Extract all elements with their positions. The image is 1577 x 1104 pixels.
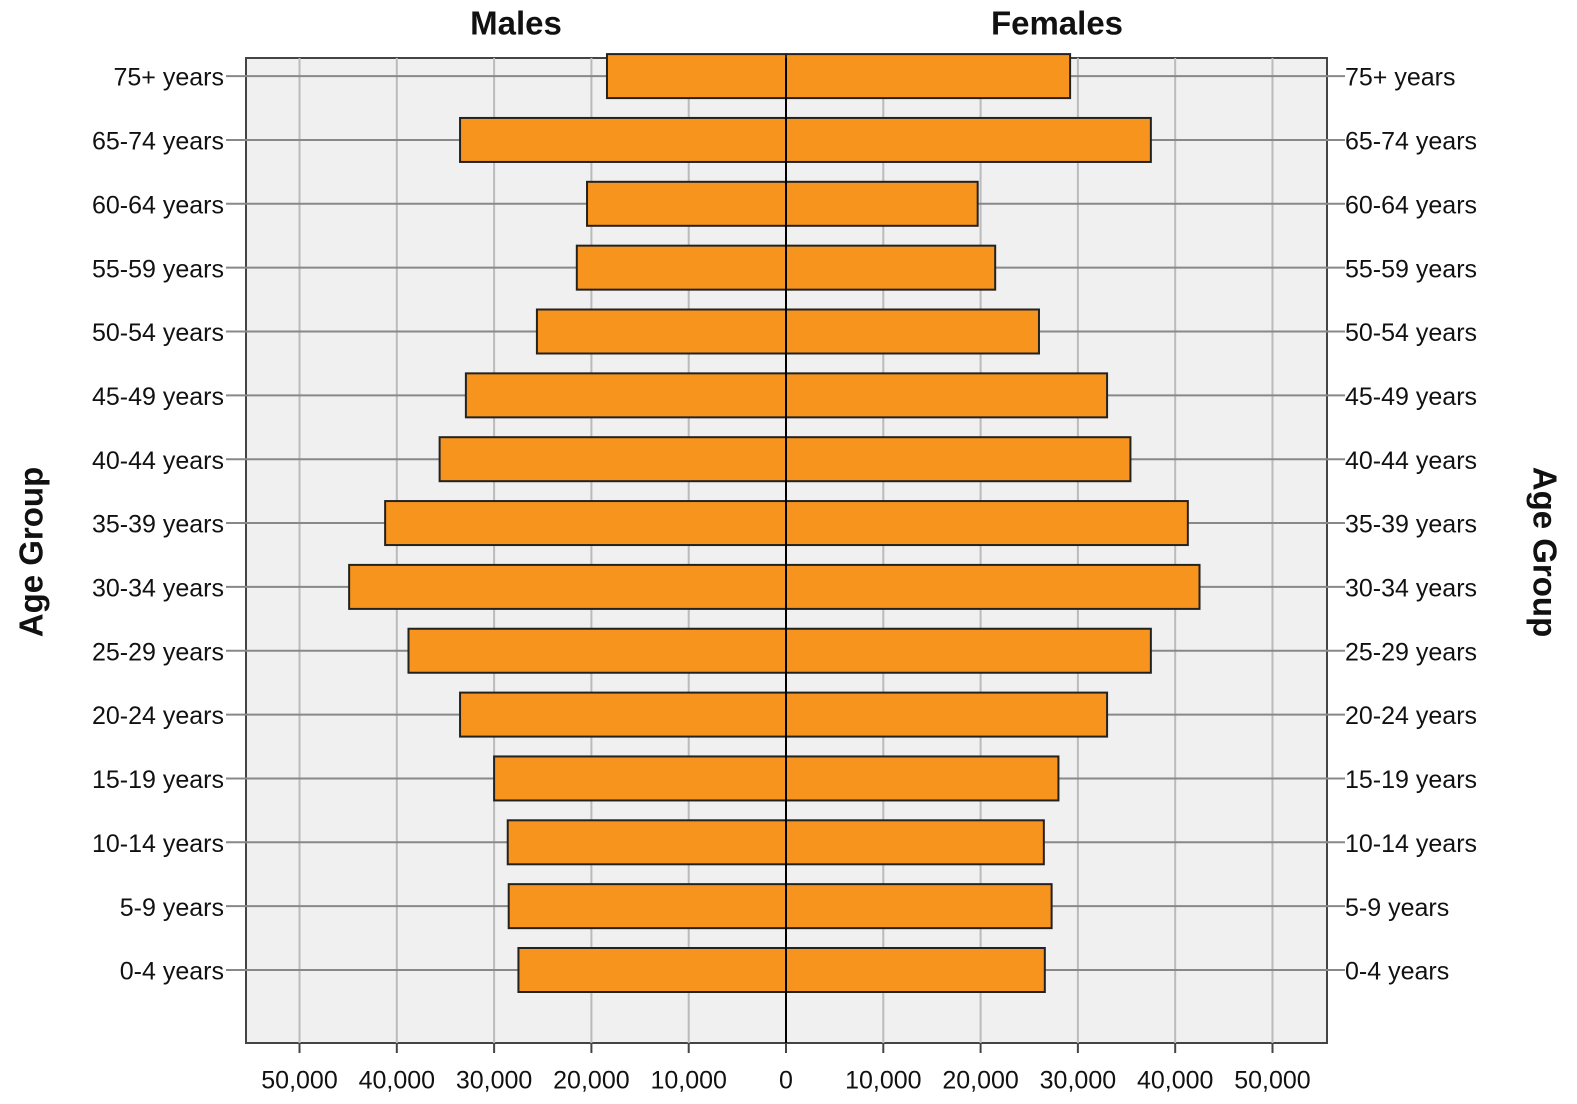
- bar: [493, 755, 787, 802]
- y-tick-label-right: 60-64 years: [1345, 191, 1477, 219]
- bar: [785, 883, 1053, 930]
- x-tick-label: 40,000: [1137, 1067, 1213, 1095]
- y-tick-label-left: 5-9 years: [120, 894, 224, 922]
- y-tick-label-right: 75+ years: [1345, 64, 1456, 92]
- x-tick-label: 10,000: [845, 1067, 921, 1095]
- y-tick-label-right: 25-29 years: [1345, 638, 1477, 666]
- y-tick-label-right: 0-4 years: [1345, 958, 1449, 986]
- bar: [348, 563, 787, 610]
- y-tick-label-left: 65-74 years: [92, 128, 224, 156]
- bar: [785, 116, 1152, 163]
- bar: [586, 180, 788, 227]
- y-tick-label-left: 20-24 years: [92, 702, 224, 730]
- bar: [785, 755, 1060, 802]
- x-tick-label: 0: [779, 1067, 793, 1095]
- bar: [785, 819, 1045, 866]
- x-tick-label: 20,000: [553, 1067, 629, 1095]
- x-tick-label: 30,000: [456, 1067, 532, 1095]
- y-tick-label-right: 5-9 years: [1345, 894, 1449, 922]
- y-tick-label-left: 10-14 years: [92, 830, 224, 858]
- bar: [785, 563, 1201, 610]
- bar: [459, 691, 787, 738]
- bar: [785, 947, 1046, 993]
- y-tick-label-left: 15-19 years: [92, 766, 224, 794]
- y-axis-label-right: Age Group: [1526, 467, 1563, 638]
- y-tick-label-left: 60-64 years: [92, 191, 224, 219]
- bar: [384, 500, 787, 547]
- y-tick-label-right: 35-39 years: [1345, 511, 1477, 539]
- bar: [785, 308, 1040, 355]
- y-tick-label-left: 75+ years: [114, 64, 225, 92]
- bar: [535, 308, 788, 355]
- bar: [785, 53, 1072, 100]
- bar: [605, 53, 787, 100]
- y-tick-label-right: 30-34 years: [1345, 575, 1477, 603]
- bar: [785, 244, 997, 291]
- y-tick-label-left: 50-54 years: [92, 319, 224, 347]
- y-tick-label-left: 45-49 years: [92, 383, 224, 411]
- y-tick-label-left: 25-29 years: [92, 638, 224, 666]
- y-tick-label-right: 15-19 years: [1345, 766, 1477, 794]
- bar: [517, 947, 787, 993]
- x-tick-label: 50,000: [261, 1067, 337, 1095]
- bar: [785, 180, 979, 227]
- males-title: Males: [470, 5, 562, 42]
- bar: [785, 436, 1132, 483]
- bar: [506, 819, 787, 866]
- y-axis-label-left: Age Group: [13, 467, 50, 638]
- x-tick-label: 20,000: [942, 1067, 1018, 1095]
- y-tick-label-right: 55-59 years: [1345, 255, 1477, 283]
- bar: [464, 372, 787, 419]
- bar: [785, 372, 1109, 419]
- bar: [459, 116, 787, 163]
- y-tick-label-right: 10-14 years: [1345, 830, 1477, 858]
- x-tick-label: 40,000: [359, 1067, 435, 1095]
- x-tick-label: 10,000: [650, 1067, 726, 1095]
- x-tick-label: 30,000: [1040, 1067, 1116, 1095]
- females-title: Females: [991, 5, 1123, 42]
- bar: [785, 627, 1152, 674]
- y-tick-label-right: 20-24 years: [1345, 702, 1477, 730]
- y-tick-label-left: 30-34 years: [92, 575, 224, 603]
- y-tick-label-left: 35-39 years: [92, 511, 224, 539]
- y-tick-label-right: 45-49 years: [1345, 383, 1477, 411]
- y-tick-label-left: 55-59 years: [92, 255, 224, 283]
- bar: [407, 627, 787, 674]
- y-tick-label-right: 50-54 years: [1345, 319, 1477, 347]
- y-tick-label-left: 0-4 years: [120, 958, 224, 986]
- bar: [785, 691, 1109, 738]
- bar: [507, 883, 787, 930]
- y-tick-label-left: 40-44 years: [92, 447, 224, 475]
- y-tick-label-right: 65-74 years: [1345, 128, 1477, 156]
- bar: [785, 500, 1189, 547]
- bar: [575, 244, 787, 291]
- bar: [438, 436, 787, 483]
- y-tick-label-right: 40-44 years: [1345, 447, 1477, 475]
- x-tick-label: 50,000: [1234, 1067, 1310, 1095]
